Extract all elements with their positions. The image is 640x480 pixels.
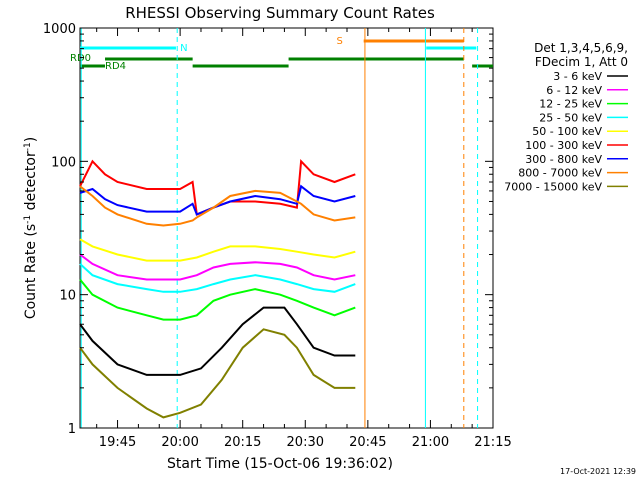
series-line-8 xyxy=(79,185,356,227)
x-tick-label: 20:15 xyxy=(224,435,261,450)
legend-label: 7000 - 15000 keV xyxy=(504,180,602,193)
x-axis-label: Start Time (15-Oct-06 19:36:02) xyxy=(167,456,393,472)
x-tick-label: 20:30 xyxy=(287,435,324,450)
legend-label: 25 - 50 keV xyxy=(539,111,602,124)
legend-label: 12 - 25 keV xyxy=(539,98,602,111)
legend: Det 1,3,4,5,6,9, FDecim 1, Att 0 3 - 6 k… xyxy=(504,41,628,193)
legend-header-line-1: Det 1,3,4,5,6,9, xyxy=(534,41,628,55)
series-line-1 xyxy=(79,306,356,376)
footer-date: 17-Oct-2021 12:39 xyxy=(560,467,636,476)
y-axis-ticks: 1 10 100 1000 xyxy=(43,22,493,437)
legend-label: 300 - 800 keV xyxy=(525,153,602,166)
x-tick-label: 20:45 xyxy=(349,435,386,450)
plot-frame xyxy=(79,27,494,429)
night-flag-label: N xyxy=(180,43,187,54)
observing-flags: N S RD0 RD4 xyxy=(70,28,493,428)
series-line-7 xyxy=(79,184,356,216)
y-tick-label: 100 xyxy=(51,155,76,170)
legend-header-line-2: FDecim 1, Att 0 xyxy=(535,55,628,69)
legend-label: 6 - 12 keV xyxy=(546,84,602,97)
y-tick-label: 1 xyxy=(68,422,76,437)
series-line-5 xyxy=(79,238,356,262)
series-line-3 xyxy=(79,278,356,321)
series-line-9 xyxy=(79,328,356,419)
y-tick-label: 10 xyxy=(59,289,76,304)
x-tick-label: 20:00 xyxy=(161,435,198,450)
legend-label: 100 - 300 keV xyxy=(525,139,602,152)
x-tick-label: 19:45 xyxy=(99,435,136,450)
legend-label: 3 - 6 keV xyxy=(553,70,602,83)
rd4-flag-label: RD4 xyxy=(105,61,126,72)
x-axis-ticks: 19:45 20:00 20:15 20:30 20:45 21:00 21:15 xyxy=(96,28,512,450)
y-axis-label: Count Rate (s-1 detector-1) xyxy=(23,137,39,319)
legend-label: 50 - 100 keV xyxy=(532,125,602,138)
chart-title: RHESSI Observing Summary Count Rates xyxy=(125,4,435,22)
x-tick-label: 21:15 xyxy=(474,435,511,450)
rd0-flag-label: RD0 xyxy=(70,53,91,64)
series-lines xyxy=(79,159,356,419)
saa-flag-label: S xyxy=(337,36,343,47)
series-line-4 xyxy=(79,263,356,293)
x-tick-label: 21:00 xyxy=(412,435,449,450)
legend-label: 800 - 7000 keV xyxy=(518,167,602,180)
y-tick-label: 1000 xyxy=(43,22,76,37)
series-line-2 xyxy=(79,253,356,281)
